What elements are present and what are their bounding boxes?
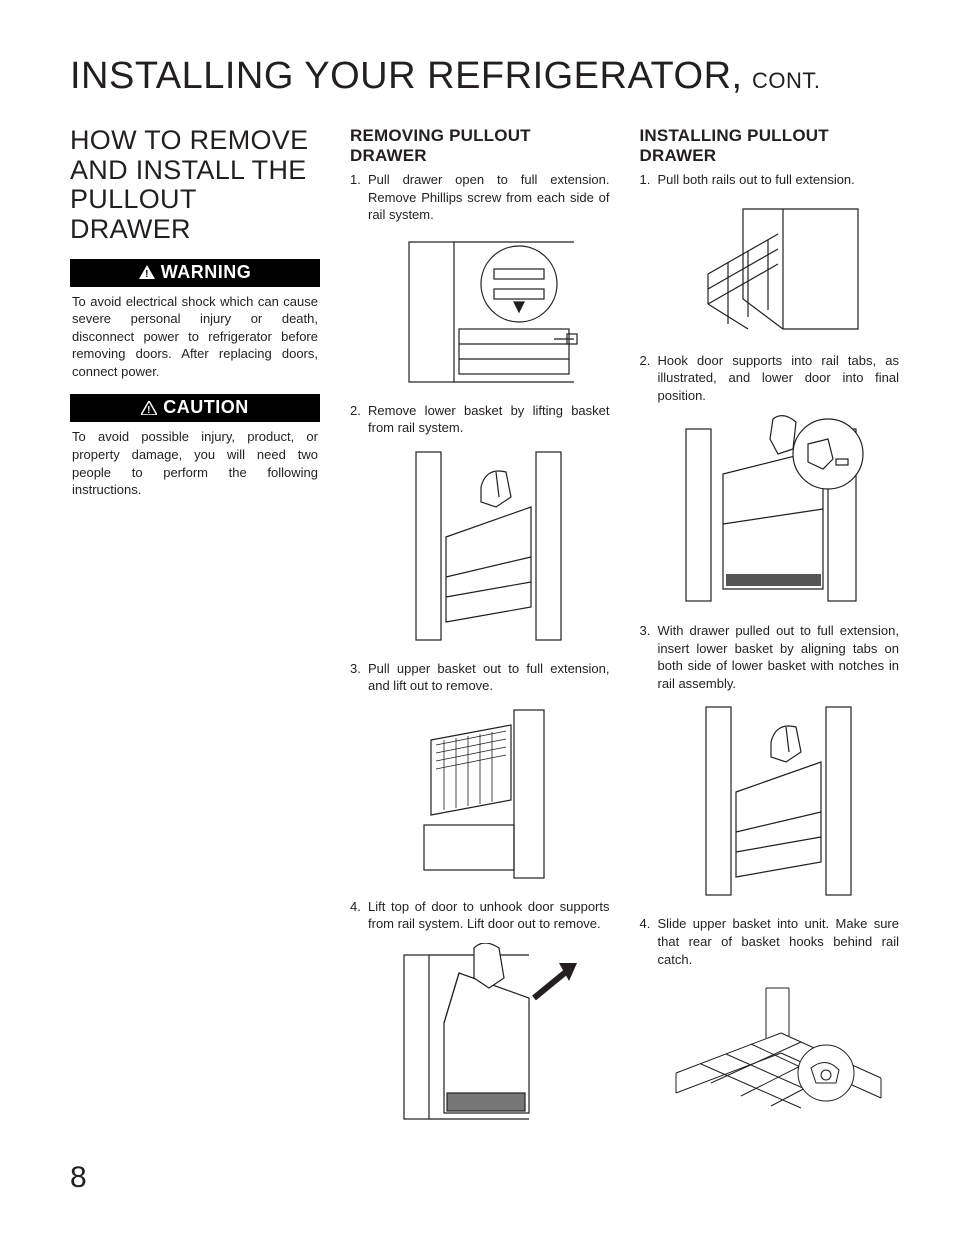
step-text: Lift top of door to unhook door supports… [368, 899, 610, 932]
step-text: Pull both rails out to full extension. [658, 172, 855, 187]
column-middle: REMOVING PULLOUT DRAWER Pull drawer open… [350, 126, 610, 1141]
figure-install-2 [658, 414, 900, 604]
warning-text: To avoid electrical shock which can caus… [70, 287, 320, 383]
figure-remove-2 [368, 447, 610, 642]
list-item: Pull both rails out to full extension. [640, 171, 900, 334]
section-title: How to remove and install the pullout dr… [70, 126, 320, 245]
columns: How to remove and install the pullout dr… [70, 126, 899, 1141]
step-text: Slide upper basket into unit. Make sure … [658, 916, 900, 966]
list-item: Hook door supports into rail tabs, as il… [640, 352, 900, 605]
figure-remove-1 [368, 234, 610, 384]
warning-box: ! WARNING To avoid electrical shock whic… [70, 259, 320, 383]
step-text: With drawer pulled out to full extension… [658, 623, 900, 691]
page-title-main: Installing your refrigerator, [70, 55, 743, 97]
figure-install-4 [658, 978, 900, 1123]
caution-text: To avoid possible injury, product, or pr… [70, 422, 320, 500]
removing-title: REMOVING PULLOUT DRAWER [350, 126, 610, 165]
svg-text:!: ! [147, 405, 151, 415]
caution-icon: ! [141, 401, 157, 415]
list-item: With drawer pulled out to full extension… [640, 622, 900, 897]
step-text: Pull upper basket out to full extension,… [368, 661, 610, 694]
removing-steps: Pull drawer open to full extension. Remo… [350, 171, 610, 1121]
installing-steps: Pull both rails out to full extension. [640, 171, 900, 1123]
warning-header: ! WARNING [70, 259, 320, 287]
warning-label: WARNING [161, 262, 252, 283]
figure-remove-4 [368, 943, 610, 1121]
installing-title: INSTALLING PULLOUT DRAWER [640, 126, 900, 165]
step-text: Hook door supports into rail tabs, as il… [658, 353, 900, 403]
column-right: INSTALLING PULLOUT DRAWER Pull both rail… [640, 126, 900, 1141]
list-item: Remove lower basket by lifting basket fr… [350, 402, 610, 642]
caution-label: CAUTION [163, 397, 249, 418]
column-left: How to remove and install the pullout dr… [70, 126, 320, 1141]
page-title: Installing your refrigerator, cont. [70, 55, 899, 98]
warning-icon: ! [139, 265, 155, 279]
page-title-cont: cont. [752, 68, 821, 93]
list-item: Slide upper basket into unit. Make sure … [640, 915, 900, 1123]
step-text: Remove lower basket by lifting basket fr… [368, 403, 610, 436]
list-item: Pull drawer open to full extension. Remo… [350, 171, 610, 384]
caution-box: ! CAUTION To avoid possible injury, prod… [70, 394, 320, 500]
caution-header: ! CAUTION [70, 394, 320, 422]
figure-remove-3 [368, 705, 610, 880]
list-item: Pull upper basket out to full extension,… [350, 660, 610, 880]
figure-install-3 [658, 702, 900, 897]
list-item: Lift top of door to unhook door supports… [350, 898, 610, 1121]
step-text: Pull drawer open to full extension. Remo… [368, 172, 610, 222]
page-number: 8 [70, 1161, 899, 1195]
figure-install-1 [658, 199, 900, 334]
svg-text:!: ! [145, 269, 149, 279]
